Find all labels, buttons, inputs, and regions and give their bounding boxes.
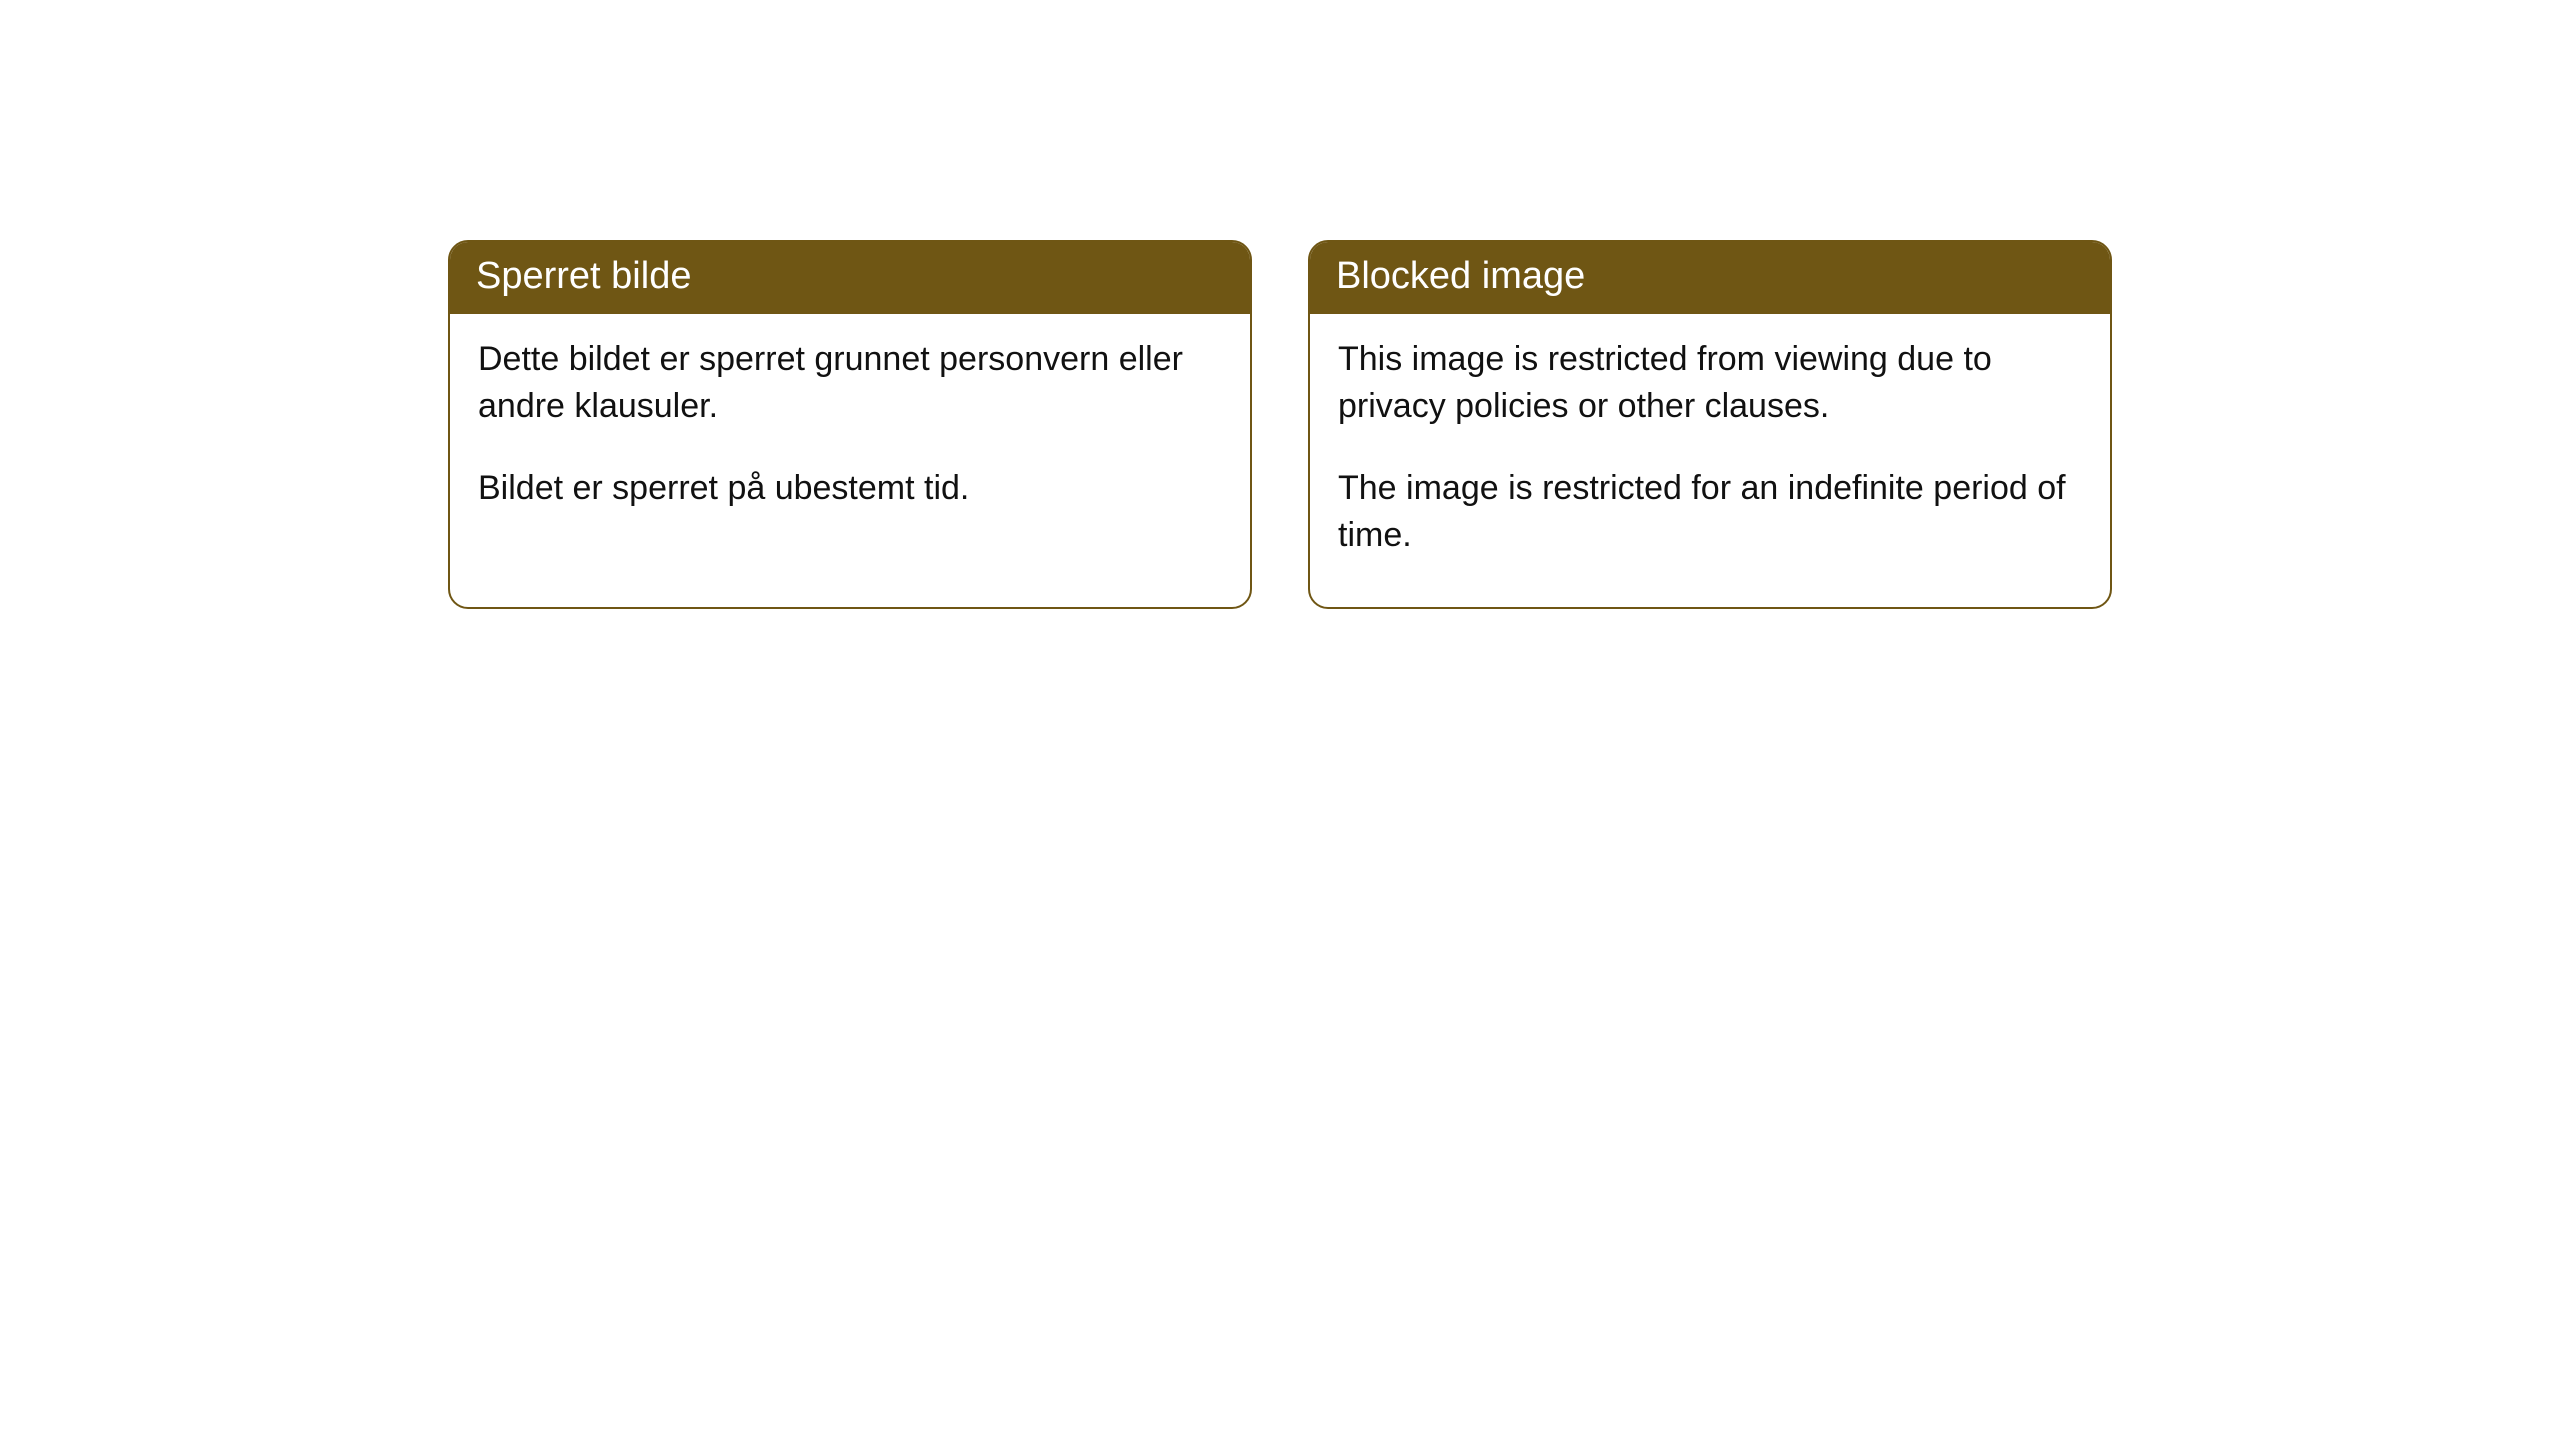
card-body-norwegian: Dette bildet er sperret grunnet personve…: [450, 314, 1250, 561]
card-body-english: This image is restricted from viewing du…: [1310, 314, 2110, 608]
card-text-nor-2: Bildet er sperret på ubestemt tid.: [478, 465, 1222, 512]
blocked-image-card-english: Blocked image This image is restricted f…: [1308, 240, 2112, 609]
card-title-norwegian: Sperret bilde: [450, 242, 1250, 314]
card-text-eng-1: This image is restricted from viewing du…: [1338, 336, 2082, 430]
blocked-image-notice-container: Sperret bilde Dette bildet er sperret gr…: [0, 0, 2560, 609]
card-title-english: Blocked image: [1310, 242, 2110, 314]
blocked-image-card-norwegian: Sperret bilde Dette bildet er sperret gr…: [448, 240, 1252, 609]
card-text-nor-1: Dette bildet er sperret grunnet personve…: [478, 336, 1222, 430]
card-text-eng-2: The image is restricted for an indefinit…: [1338, 465, 2082, 559]
